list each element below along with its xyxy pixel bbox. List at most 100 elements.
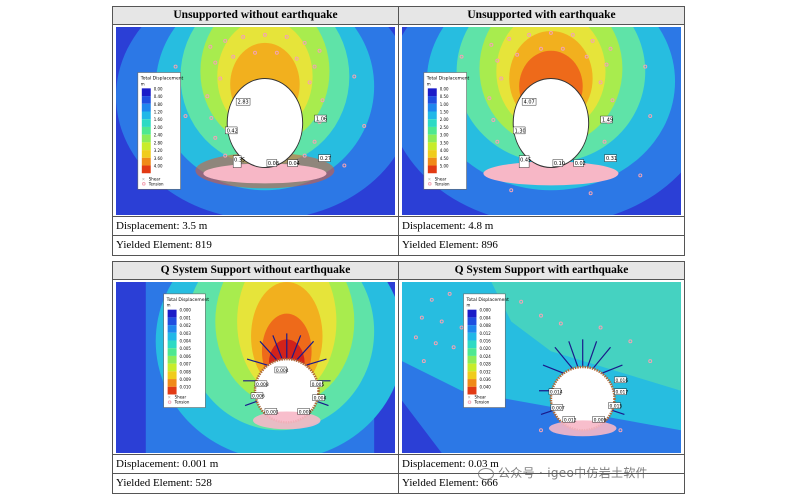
- panel-meta: Displacement: 0.001 m Yielded Element: 5…: [113, 454, 398, 493]
- panel-unsupported-eq: Unsupported with earthquake: [398, 6, 685, 256]
- panel-qsystem-no-eq: Q System Support without earthquake: [112, 261, 399, 494]
- yielded-element-text: Yielded Element: 896: [399, 235, 684, 254]
- legend-tick-label: 3.50: [440, 140, 449, 145]
- legend-swatch: [467, 355, 477, 364]
- legend-swatch: [141, 126, 151, 135]
- svg-text:Shear: Shear: [435, 176, 447, 181]
- legend-tick-label: 0.006: [180, 354, 192, 359]
- yielded-element-text: Yielded Element: 666: [399, 473, 684, 492]
- legend-swatch: [167, 363, 177, 372]
- legend-swatch: [141, 142, 151, 151]
- svg-text:0.04: 0.04: [289, 161, 300, 167]
- legend-swatch: [167, 371, 177, 380]
- legend-tick-label: 1.00: [440, 102, 449, 107]
- displacement-text: Displacement: 0.03 m: [402, 458, 499, 470]
- svg-text:0.31: 0.31: [606, 156, 617, 162]
- legend-tick-label: 0.040: [479, 385, 491, 390]
- svg-text:0.004: 0.004: [314, 396, 327, 402]
- svg-text:Total Displacement: Total Displacement: [466, 297, 510, 303]
- svg-text:0.016: 0.016: [615, 378, 628, 384]
- displacement-text: Displacement: 0.001 m: [116, 458, 219, 470]
- legend-tick-label: 0.008: [180, 369, 192, 374]
- svg-text:×: ×: [168, 395, 171, 400]
- legend-swatch: [427, 165, 437, 174]
- svg-text:0.008: 0.008: [256, 382, 269, 388]
- legend-swatch: [141, 150, 151, 158]
- contour-svg: Total Displacement m 0.000 0.004 0.008 0.01…: [402, 282, 681, 453]
- legend-tick-label: 0.036: [479, 377, 491, 382]
- legend-color-bar: [427, 88, 437, 174]
- legend-tick-label: 0.020: [479, 346, 491, 351]
- svg-text:0.005: 0.005: [312, 382, 325, 388]
- displacement-text: Displacement: 4.8 m: [402, 220, 494, 232]
- legend-swatch: [141, 119, 151, 127]
- tunnel-opening: [226, 77, 304, 168]
- yielded-element-text: Yielded Element: 819: [113, 235, 398, 254]
- legend-tick-label: 0.001: [180, 315, 192, 320]
- svg-text:0.42: 0.42: [227, 128, 238, 134]
- legend-tick-label: 0.008: [479, 323, 491, 328]
- legend-swatch: [167, 332, 177, 341]
- panel-meta: Displacement: 0.03 m Yielded Element: 66…: [399, 454, 684, 493]
- legend-swatch: [427, 103, 437, 112]
- legend-swatch: [141, 111, 151, 120]
- svg-text:m: m: [141, 81, 145, 86]
- legend-color-bar: [167, 309, 177, 395]
- legend-swatch: [167, 348, 177, 356]
- legend-tick-label: 0.005: [180, 346, 192, 351]
- svg-text:0.015: 0.015: [610, 404, 623, 410]
- legend-tick-labels: 0.00 0.40 0.80 1.20 1.60 2.00 2.40 2.80 3.20 3.60…: [154, 86, 163, 168]
- svg-text:0.012: 0.012: [564, 417, 577, 423]
- watermark-text: 公众号 · igeo中仿岩土软件: [498, 466, 648, 480]
- legend-tick-label: 0.010: [180, 385, 192, 390]
- legend-tick-label: 1.60: [154, 117, 163, 122]
- legend-box: Total Displacement m 0.000 0.004 0.008 0.01…: [463, 293, 510, 408]
- contour-svg: Total Displacement m 0.00 0.50 1.00 1.50 2.0…: [402, 27, 681, 215]
- yielded-element-text: Yielded Element: 528: [113, 473, 398, 492]
- legend-swatch: [167, 325, 177, 333]
- panel-meta: Displacement: 3.5 m Yielded Element: 819: [113, 216, 398, 255]
- legend-tick-label: 0.40: [154, 94, 163, 99]
- svg-text:0.35: 0.35: [234, 158, 245, 164]
- svg-text:Tension: Tension: [473, 400, 489, 405]
- contour-plot: Total Displacement m 0.00 0.50 1.00 1.50 2.0…: [402, 27, 681, 215]
- svg-text:Total Displacement: Total Displacement: [426, 75, 470, 81]
- svg-text:1.30: 1.30: [515, 128, 526, 134]
- wechat-icon: [478, 467, 494, 480]
- svg-text:×: ×: [468, 395, 471, 400]
- value-labels: 2.83 0.42 1.06 0.27 0.35 0.08 0.04: [225, 98, 331, 168]
- legend-tick-label: 0.024: [479, 354, 491, 359]
- legend-tick-label: 0.00: [154, 86, 163, 91]
- legend-swatch: [427, 96, 437, 104]
- svg-text:Tension: Tension: [174, 400, 190, 405]
- yield-markers: [459, 30, 653, 196]
- legend-swatch: [427, 134, 437, 143]
- contour-plot: Total Displacement m 0.000 0.001 0.002 0.00…: [116, 282, 395, 453]
- legend-swatch: [467, 317, 477, 326]
- legend-tick-label: 0.032: [479, 369, 491, 374]
- legend-swatch: [427, 126, 437, 135]
- legend-tick-label: 0.004: [479, 315, 491, 320]
- svg-text:1.06: 1.06: [316, 117, 327, 123]
- svg-text:m: m: [167, 303, 171, 308]
- tension-band: [483, 161, 619, 186]
- yield-markers: [413, 291, 653, 433]
- watermark: 公众号 · igeo中仿岩土软件: [478, 464, 648, 481]
- svg-text:Shear: Shear: [149, 176, 161, 181]
- legend-box: Total Displacement m 0.00 0.40 0.80 1.20 1.6…: [137, 72, 184, 190]
- legend-swatch: [427, 150, 437, 158]
- svg-text:0.002: 0.002: [299, 409, 312, 415]
- displacement-text: Displacement: 3.5 m: [116, 220, 208, 232]
- svg-text:Total Displacement: Total Displacement: [166, 297, 210, 303]
- legend-tick-label: 3.20: [154, 148, 163, 153]
- legend-tick-label: 0.004: [180, 339, 192, 344]
- legend-swatch: [427, 142, 437, 151]
- legend-tick-labels: 0.000 0.001 0.002 0.003 0.004 0.005 0.006 0.007…: [180, 308, 192, 390]
- legend-swatch: [427, 157, 437, 166]
- svg-text:0.017: 0.017: [615, 390, 628, 396]
- svg-text:0.009: 0.009: [594, 417, 607, 423]
- legend-swatch: [467, 386, 477, 395]
- svg-text:×: ×: [428, 176, 431, 181]
- legend-tick-label: 1.20: [154, 109, 163, 114]
- legend-box: Total Displacement m 0.0000.0010.0020.00…: [163, 293, 210, 408]
